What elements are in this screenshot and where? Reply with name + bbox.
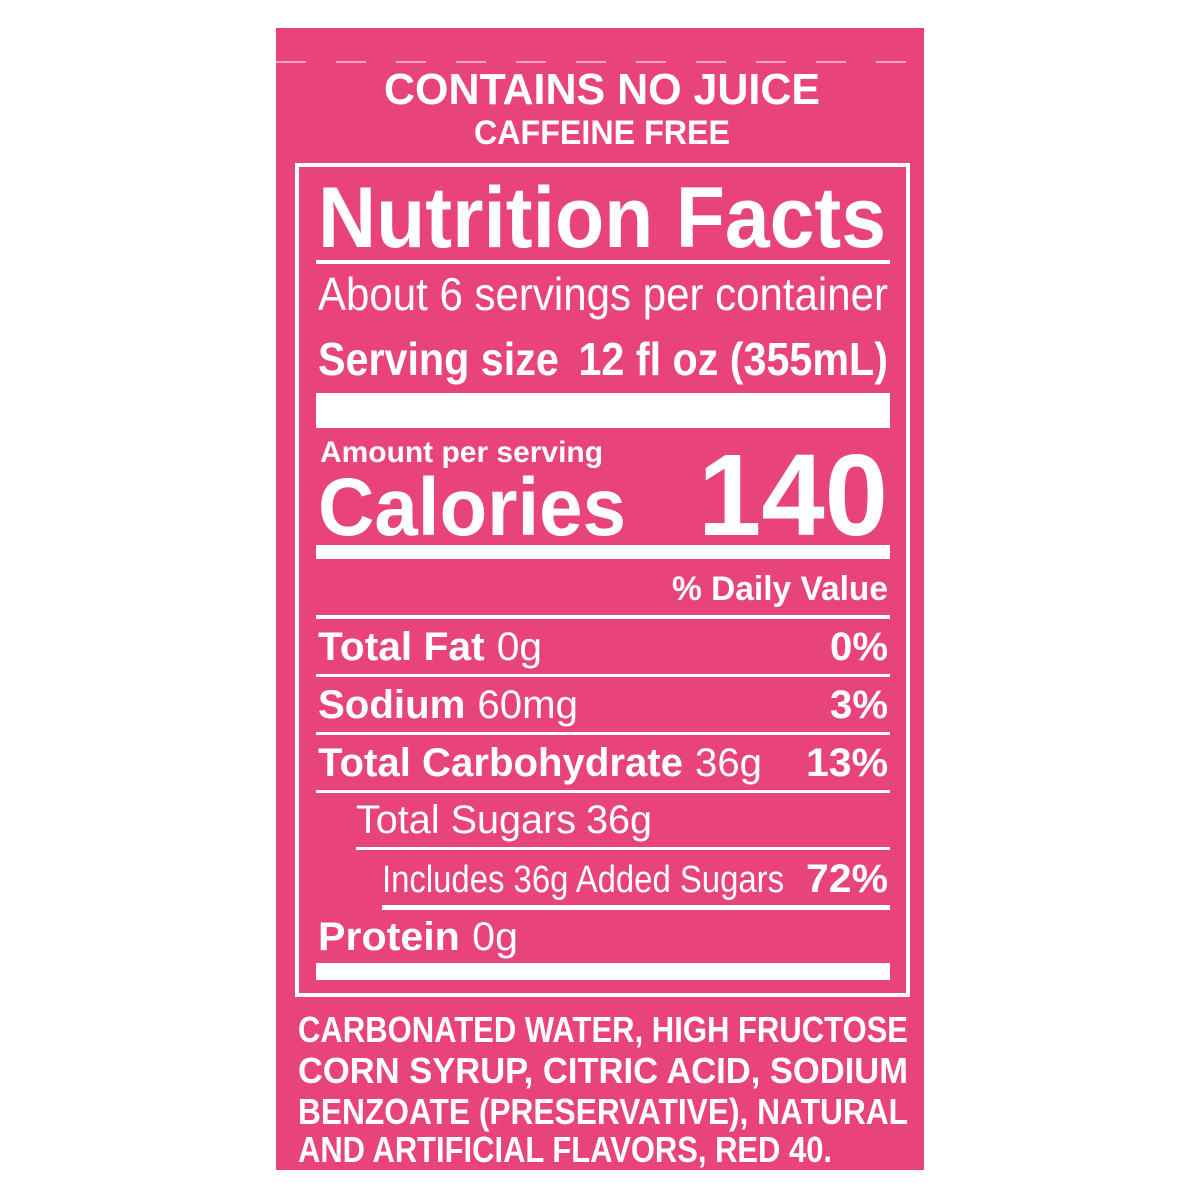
nutrient-dv: 72% bbox=[806, 857, 888, 901]
nutrient-amount: 36g bbox=[695, 741, 762, 785]
rule bbox=[316, 615, 890, 619]
header-line: CAFFEINE FREE bbox=[474, 114, 730, 152]
nutrient-name: Sodium bbox=[318, 683, 465, 727]
header-line: CONTAINS NO JUICE bbox=[384, 65, 820, 114]
facts-title: Nutrition Facts bbox=[318, 170, 886, 266]
nutrient-amount: 36g bbox=[586, 798, 652, 842]
servings: About 6 servings per container bbox=[318, 268, 888, 320]
ingredients-line: CARBONATED WATER, HIGH FRUCTOSE bbox=[298, 1009, 908, 1050]
nutrient-row: Total Carbohydrate 36g bbox=[318, 741, 762, 785]
nutrient-amount: 60mg bbox=[477, 683, 578, 727]
serving-size-value: 12 fl oz (355mL) bbox=[578, 333, 888, 385]
ingredients-line: AND ARTIFICIAL FLAVORS, RED 40. bbox=[298, 1129, 832, 1170]
nutrient-name: Includes 36g Added Sugars bbox=[382, 859, 784, 901]
calories-label: Calories bbox=[318, 462, 626, 553]
ingredients-line: CORN SYRUP, CITRIC ACID, SODIUM bbox=[298, 1050, 908, 1091]
facts-border bbox=[295, 163, 910, 997]
nutrient-dv: 13% bbox=[806, 741, 888, 785]
rule bbox=[316, 790, 890, 793]
rule bbox=[382, 905, 890, 910]
rule bbox=[316, 963, 890, 980]
nutrient-name: Protein bbox=[318, 915, 460, 959]
amount-label: Amount per serving bbox=[320, 436, 603, 469]
nutrient-name: Total Carbohydrate bbox=[318, 741, 683, 785]
calories-value: 140 bbox=[698, 430, 888, 560]
nutrient-dv: 3% bbox=[830, 683, 888, 727]
rule bbox=[316, 260, 890, 264]
nutrient-row: Total Fat 0g bbox=[318, 625, 542, 669]
ingredients-line: BENZOATE (PRESERVATIVE), NATURAL bbox=[298, 1091, 908, 1132]
rule bbox=[316, 732, 890, 735]
nutrient-row: Protein 0g bbox=[318, 915, 518, 959]
rule bbox=[316, 545, 890, 559]
rule bbox=[356, 847, 890, 850]
nutrient-amount: 0g bbox=[472, 915, 518, 959]
serving-size: Serving size 12 fl oz (355mL) bbox=[318, 333, 888, 385]
nutrient-row: Sodium 60mg bbox=[318, 683, 578, 727]
nutrient-amount: 0g bbox=[497, 625, 542, 669]
dv-header: % Daily Value bbox=[672, 570, 888, 608]
rule bbox=[316, 674, 890, 677]
nutrient-name: Total Fat bbox=[318, 625, 485, 669]
serving-size-label: Serving size bbox=[318, 333, 559, 385]
nutrient-dv: 0% bbox=[830, 625, 888, 669]
rule bbox=[316, 393, 890, 428]
nutrient-row: Total Sugars 36g bbox=[356, 798, 652, 842]
nutrient-name: Total Sugars bbox=[356, 798, 576, 842]
